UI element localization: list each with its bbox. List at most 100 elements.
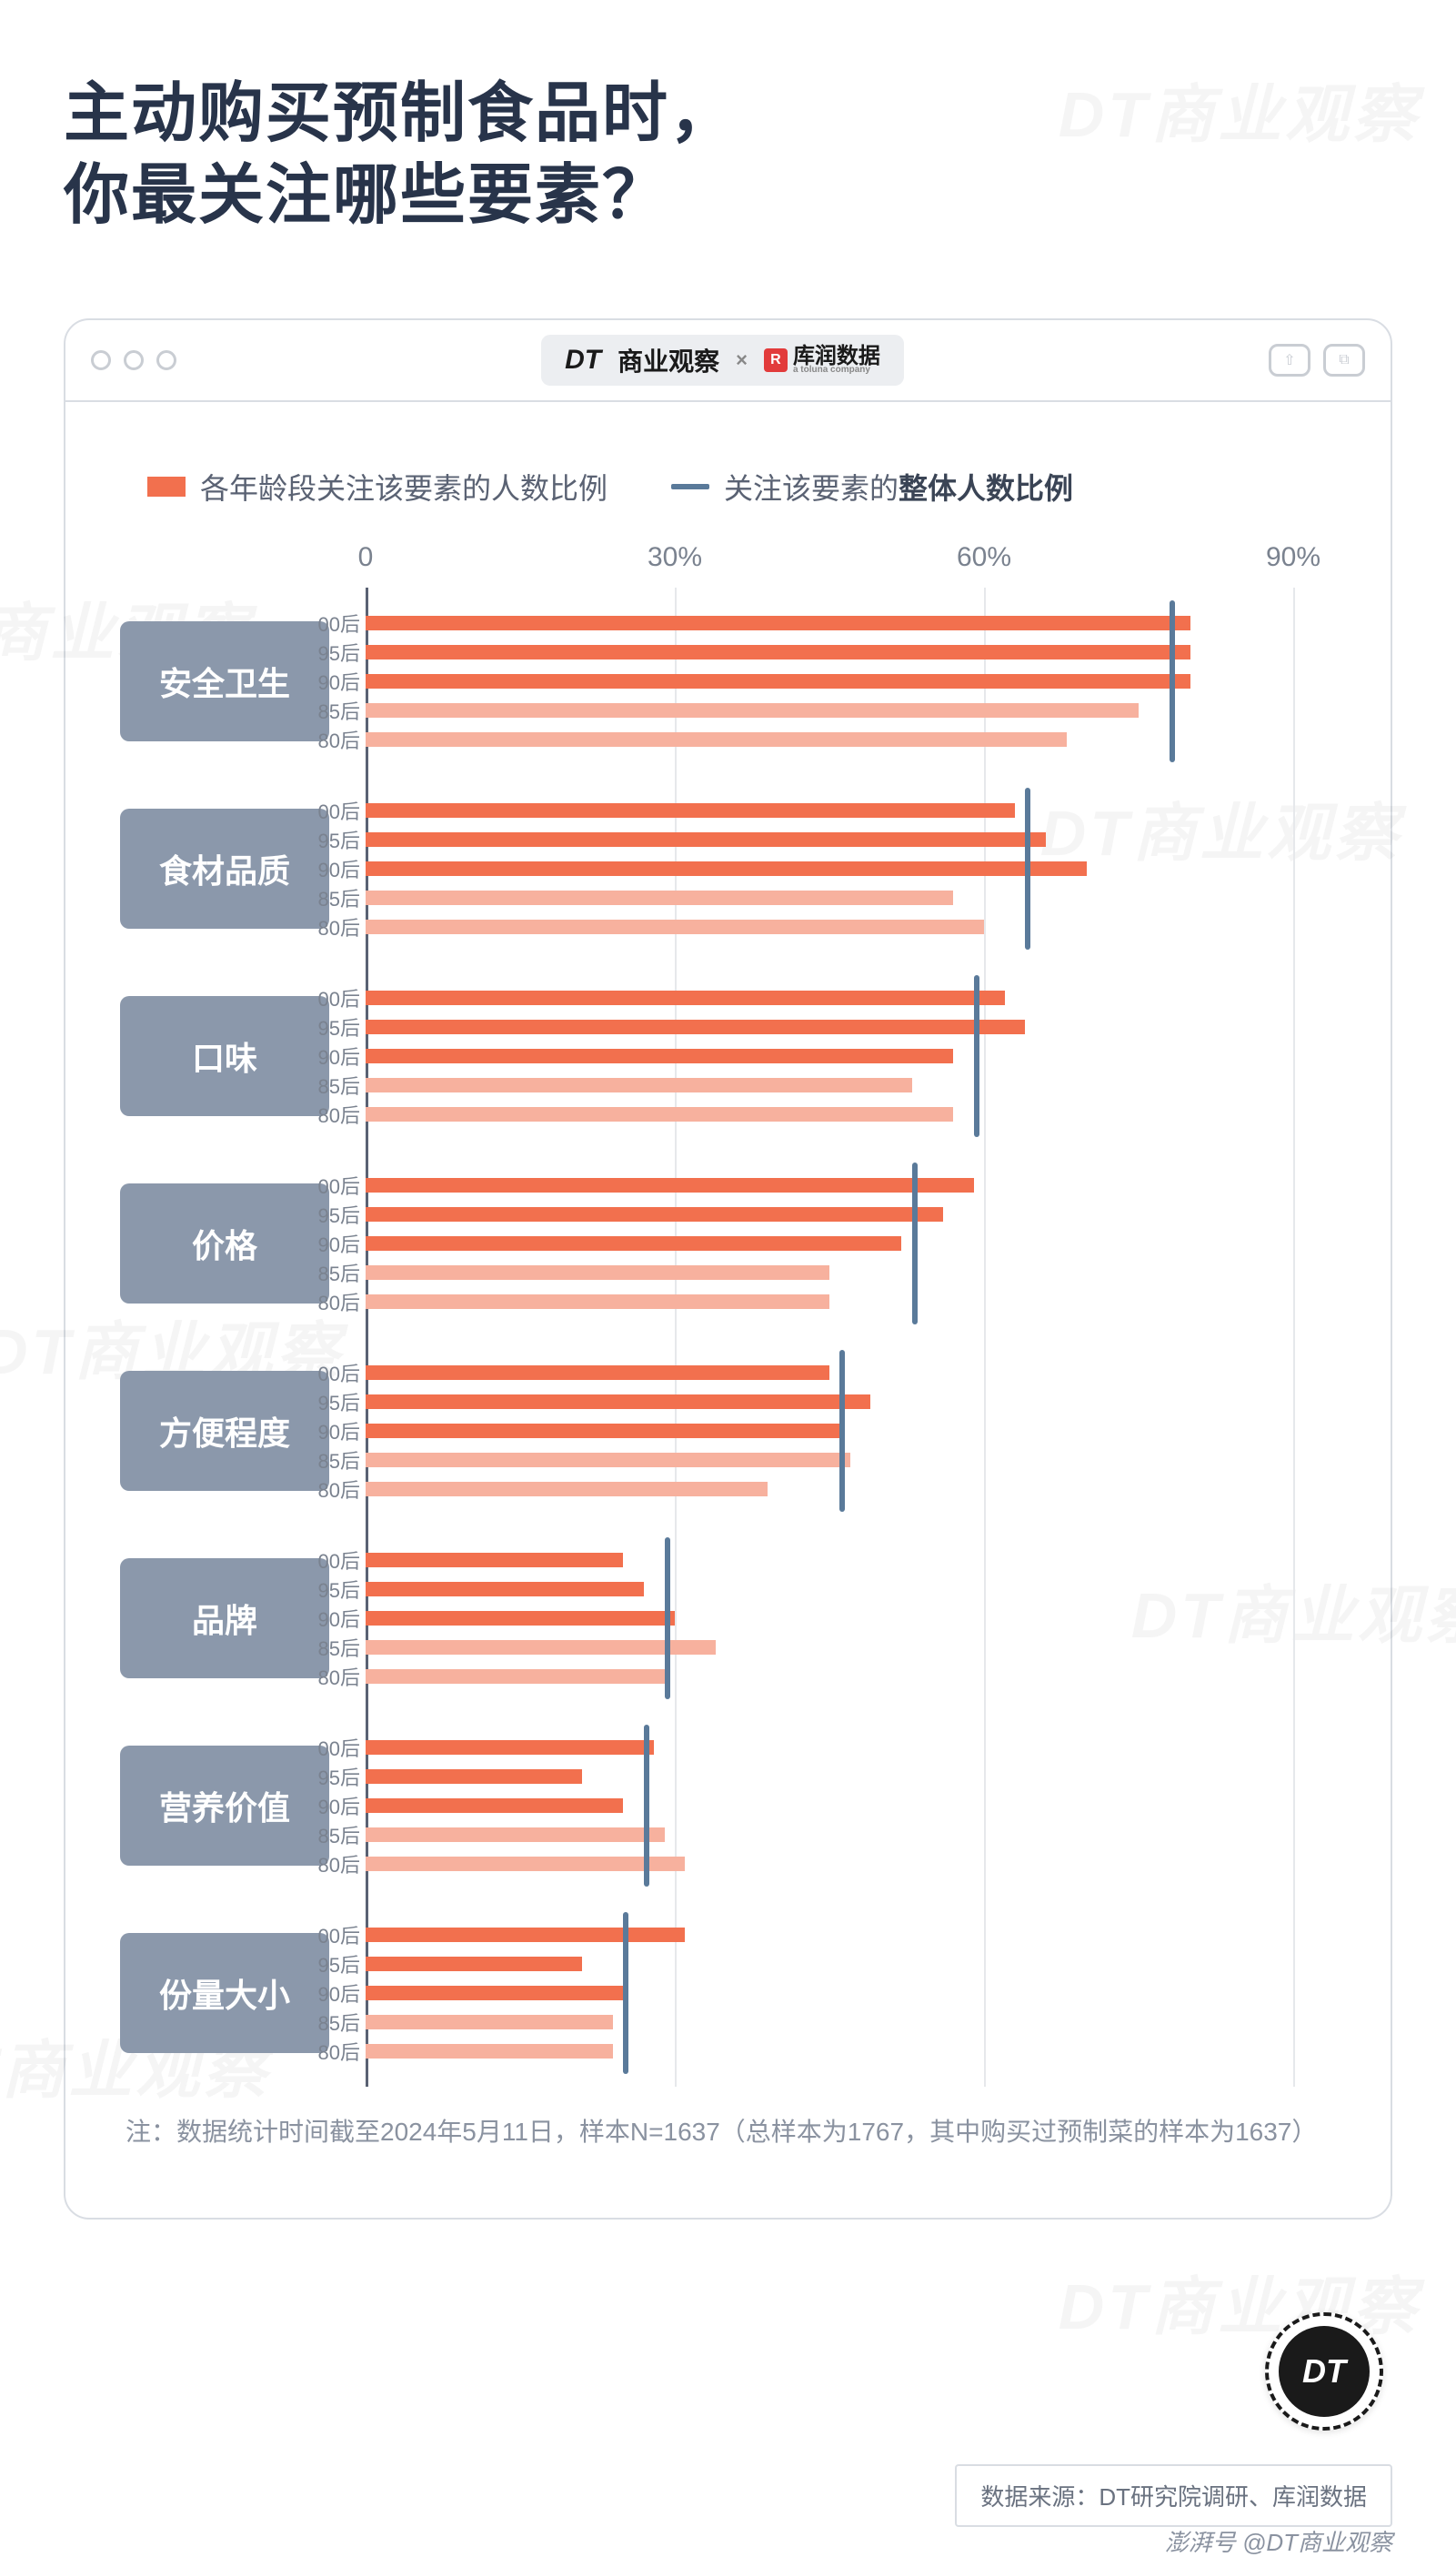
age-label: 90后 [307,1978,360,2008]
bar [366,920,984,934]
age-label: 00后 [307,609,360,638]
bar [366,832,1046,847]
legend-line-label: 关注该要素的整体人数比例 [724,466,1073,508]
brand-kr: R 库润数据 a toluna company [764,346,880,375]
bar [366,1394,870,1409]
legend: 各年龄段关注该要素的人数比例 关注该要素的整体人数比例 [147,466,1336,508]
legend-bar-label: 各年龄段关注该要素的人数比例 [200,466,608,508]
category-pill: 品牌 [120,1558,329,1678]
category-pill: 食材品质 [120,809,329,929]
bar-row: 00后 [366,1921,1293,1948]
chart-area: 安全卫生00后95后90后85后80后食材品质00后95后90后85后80后口味… [366,588,1293,2087]
legend-line-bold: 整体人数比例 [899,472,1073,505]
bar-row: 85后 [366,1821,1293,1848]
bar-row: 85后 [366,1259,1293,1286]
bar-row: 90后 [366,1417,1293,1445]
bar-row: 95后 [366,1201,1293,1228]
chart-group: 价格00后95后90后85后80后 [366,1150,1293,1337]
overall-marker [1170,600,1175,762]
age-label: 95后 [307,1012,360,1042]
category-pill: 份量大小 [120,1933,329,2053]
bar-row: 95后 [366,826,1293,853]
bar [366,1078,912,1092]
bar-row: 95后 [366,639,1293,666]
bar [366,1294,829,1309]
bar [366,1553,623,1567]
category-pill: 价格 [120,1183,329,1304]
bar [366,1798,623,1813]
chart-group: 方便程度00后95后90后85后80后 [366,1337,1293,1525]
bar-row: 85后 [366,2008,1293,2036]
age-label: 95后 [307,1762,360,1791]
bar-row: 95后 [366,1950,1293,1978]
age-label: 80后 [307,725,360,754]
bar-row: 95后 [366,1388,1293,1415]
age-label: 80后 [307,1849,360,1878]
title-line-2: 你最关注哪些要素？ [64,155,1392,237]
bar-row: 80后 [366,1288,1293,1315]
dot-icon [91,350,111,370]
bar [366,1020,1025,1034]
bar-row: 00后 [366,1734,1293,1761]
x-axis: 030%60%90% [366,542,1336,579]
chart-group: 份量大小00后95后90后85后80后 [366,1899,1293,2087]
card-body: 各年龄段关注该要素的人数比例 关注该要素的整体人数比例 030%60%90% 安… [65,402,1391,2218]
bar [366,616,1190,630]
category-pill: 口味 [120,996,329,1116]
overall-marker [912,1163,918,1324]
bar-row: 00后 [366,797,1293,824]
bar [366,1669,665,1684]
age-label: 90后 [307,1416,360,1445]
bar [366,1236,901,1251]
age-label: 00后 [307,983,360,1012]
bar [366,1424,839,1438]
chart-group: 品牌00后95后90后85后80后 [366,1525,1293,1712]
bar [366,1049,953,1063]
bar-row: 85后 [366,1634,1293,1661]
bar [366,1769,582,1784]
bar [366,1207,943,1222]
age-label: 90后 [307,1791,360,1820]
chart-group: 口味00后95后90后85后80后 [366,962,1293,1150]
brand-kr-sub: a toluna company [793,366,880,375]
brand-separator: × [736,348,748,372]
axis-tick-label: 60% [957,542,1011,573]
page: DT商业观察 DT商业观察 DT商业观察 DT商业观察 DT商业观察 DT商业观… [0,0,1456,2567]
bar-row: 90后 [366,1230,1293,1257]
bar-row: 00后 [366,1172,1293,1199]
grid-line [1293,588,1295,2087]
bar-row: 80后 [366,1101,1293,1128]
age-label: 85后 [307,883,360,912]
bar-row: 85后 [366,697,1293,724]
dt-stamp-text: DT [1279,2326,1370,2417]
bar [366,2044,613,2059]
age-label: 85后 [307,2008,360,2037]
bar-row: 90后 [366,1979,1293,2007]
age-label: 00后 [307,1920,360,1949]
age-label: 00后 [307,1545,360,1575]
age-label: 80后 [307,1475,360,1504]
bar [366,1482,768,1496]
chart-group: 食材品质00后95后90后85后80后 [366,775,1293,962]
bar-row: 80后 [366,1475,1293,1503]
bar-row: 80后 [366,2038,1293,2065]
bar-row: 85后 [366,1072,1293,1099]
bar [366,991,1005,1005]
age-label: 85后 [307,696,360,725]
bar-row: 85后 [366,1446,1293,1474]
overall-marker [974,975,979,1137]
upload-icon: ⇧ [1269,344,1310,377]
age-label: 80后 [307,1100,360,1129]
age-label: 90后 [307,667,360,696]
dot-icon [156,350,176,370]
bottom-bar: 数据来源：DT研究院调研、库润数据 [0,2464,1456,2527]
axis-tick-label: 0 [358,542,374,573]
bar-row: 00后 [366,984,1293,1012]
brand-dt-logo: DT [565,345,601,376]
age-label: 00后 [307,796,360,825]
age-label: 00后 [307,1358,360,1387]
brand-strip: DT 商业观察 × R 库润数据 a toluna company [541,335,904,386]
age-label: 85后 [307,1445,360,1475]
bar [366,1740,654,1755]
age-label: 85后 [307,1071,360,1100]
